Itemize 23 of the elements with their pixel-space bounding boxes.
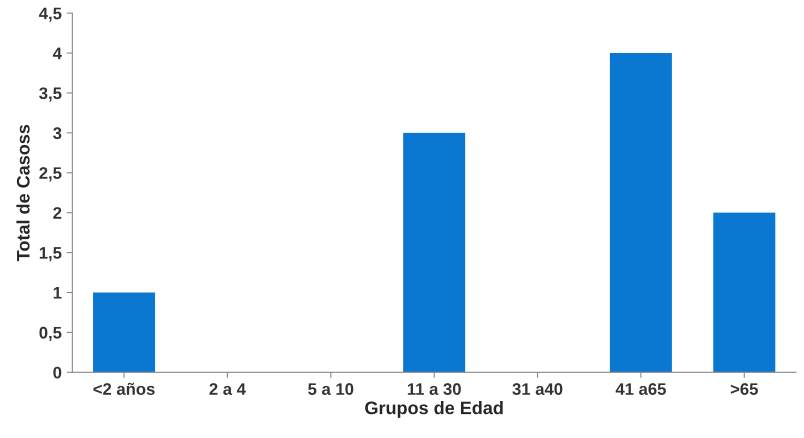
y-tick-label: 4,5 (39, 8, 62, 22)
y-tick-label: 0 (53, 366, 62, 379)
x-tick-label: >65 (730, 383, 758, 395)
x-tick-label: 5 a 10 (308, 383, 354, 395)
y-tick-label: 1,5 (40, 247, 62, 262)
bar (93, 292, 156, 372)
bar (713, 212, 776, 372)
x-tick-label: 2 a 4 (209, 383, 246, 395)
y-tick-label: 1 (54, 287, 62, 299)
x-tick-label: 31 a40 (512, 383, 562, 395)
bar (610, 53, 672, 372)
x-tick-label: 11 a 30 (408, 383, 461, 395)
x-axis-title: Grupos de Edad (365, 401, 503, 418)
y-tick-label: 3,5 (39, 87, 62, 102)
y-tick-label: 2,5 (39, 167, 62, 182)
x-tick-label: 41 a65 (616, 383, 666, 395)
y-tick-label: 0,5 (39, 326, 62, 342)
y-tick-label: 3 (53, 127, 62, 140)
x-tick-label: <2 años (93, 382, 155, 395)
bar (403, 132, 466, 372)
y-axis-title: Total de Casoss (16, 124, 30, 262)
y-tick-label: 4 (52, 48, 62, 60)
y-tick-label: 2 (53, 207, 62, 219)
